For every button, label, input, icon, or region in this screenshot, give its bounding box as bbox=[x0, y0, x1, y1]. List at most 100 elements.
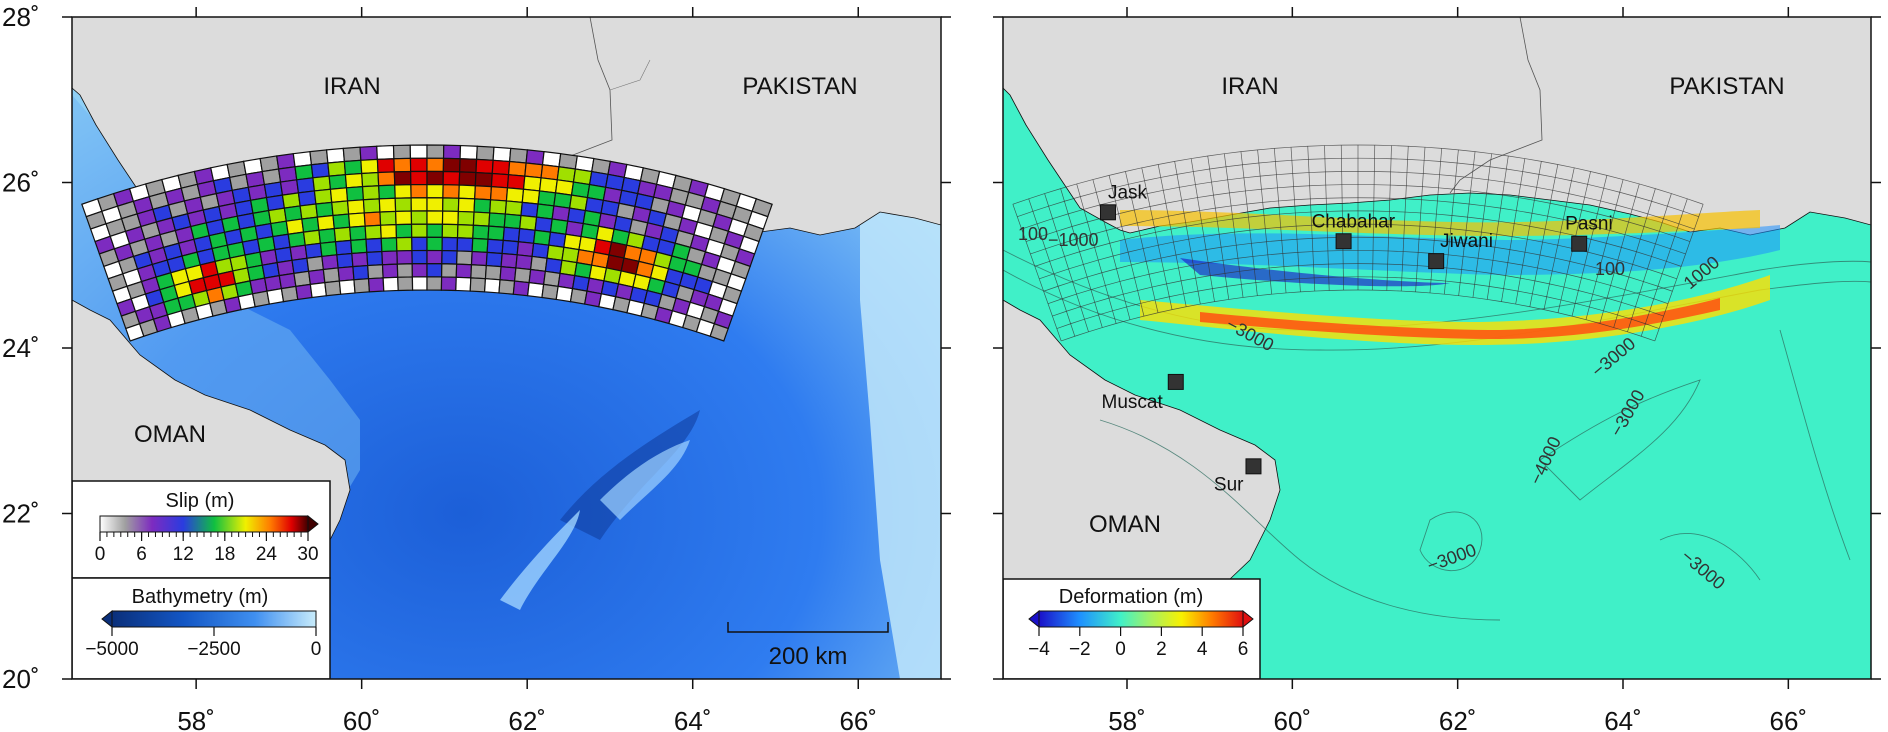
slip-cell bbox=[507, 160, 527, 177]
slip-cell bbox=[472, 224, 490, 240]
grid-line bbox=[1400, 146, 1409, 292]
grid-line bbox=[1141, 167, 1173, 310]
slip-cell bbox=[531, 242, 550, 259]
grid-line bbox=[1030, 197, 1686, 255]
grid-line bbox=[1257, 149, 1273, 295]
slip-cell bbox=[475, 145, 495, 161]
lon-tick-label: 66˚ bbox=[839, 706, 877, 732]
slip-cell bbox=[441, 236, 459, 252]
slip-cell bbox=[537, 190, 557, 207]
scale-bar: 200 km bbox=[727, 622, 889, 670]
slip-cell bbox=[362, 198, 381, 214]
city-label: Sur bbox=[1214, 474, 1244, 495]
grid-line bbox=[1640, 198, 1688, 337]
slip-cell bbox=[309, 149, 329, 166]
slip-cell bbox=[457, 210, 475, 226]
slip-cell bbox=[512, 280, 530, 297]
slip-cell bbox=[442, 197, 460, 213]
slip-cell bbox=[487, 225, 505, 242]
city-marker bbox=[1245, 458, 1262, 475]
slip-cell bbox=[492, 146, 512, 163]
slip-cell bbox=[397, 276, 414, 292]
slip-cell bbox=[528, 268, 547, 286]
grid-line bbox=[1125, 171, 1159, 313]
bathymetry-legend-ticks: −5000 −2500 0 bbox=[85, 627, 321, 660]
slip-cell bbox=[491, 159, 511, 176]
slip-cell bbox=[485, 251, 503, 268]
slip-cell bbox=[526, 281, 545, 299]
slip-cell bbox=[410, 223, 428, 239]
slip-cell bbox=[532, 229, 552, 246]
grid-line bbox=[1174, 161, 1201, 305]
seamount-highlight-1 bbox=[500, 510, 580, 610]
slip-cell bbox=[329, 187, 349, 204]
slip-cell bbox=[318, 227, 337, 244]
grid-line bbox=[1571, 175, 1608, 317]
slip-cell bbox=[709, 322, 729, 342]
slip-cell bbox=[367, 277, 385, 293]
grid-line bbox=[1372, 145, 1376, 291]
grid-line bbox=[1061, 289, 1655, 342]
slip-cell bbox=[316, 214, 335, 231]
slip-cell bbox=[441, 249, 458, 265]
slip-cell bbox=[393, 170, 412, 186]
slip-cell bbox=[470, 264, 487, 280]
slip-legend-title: Slip (m) bbox=[166, 490, 235, 512]
subsidence-core bbox=[1180, 258, 1450, 287]
contour-line bbox=[1099, 419, 1501, 621]
border-detail bbox=[609, 59, 651, 91]
slip-cell bbox=[410, 210, 428, 225]
slip-cell bbox=[365, 237, 383, 254]
slip-cell bbox=[535, 203, 555, 220]
slip-cell bbox=[306, 255, 325, 272]
left-map: IRAN PAKISTAN OMAN 200 km Slip (m) 0 6 12 1… bbox=[2, 2, 951, 732]
slip-legend-ticks: 0 6 12 18 24 30 bbox=[95, 532, 319, 565]
iran-pakistan-border-right bbox=[1449, 17, 1543, 194]
lon-tick-label: 62˚ bbox=[508, 706, 546, 732]
lat-tick-label: 20˚ bbox=[2, 664, 40, 694]
slip-cell bbox=[426, 197, 444, 212]
grid-line bbox=[1028, 198, 1076, 337]
slip-cell bbox=[455, 276, 472, 292]
subsidence-band bbox=[1120, 225, 1780, 275]
slip-cell bbox=[426, 157, 445, 173]
grid-line bbox=[1021, 171, 1695, 230]
slip-cell bbox=[381, 263, 399, 279]
grid-line bbox=[1386, 145, 1392, 291]
slip-cell bbox=[310, 162, 330, 179]
slip-cell bbox=[522, 175, 542, 192]
lon-tick-label: 62˚ bbox=[1439, 706, 1477, 732]
bathymetry-legend-title: Bathymetry (m) bbox=[132, 586, 269, 608]
shelf-east bbox=[860, 200, 941, 679]
slip-cell bbox=[393, 157, 412, 173]
slip-colorbar-arrow bbox=[307, 514, 319, 534]
grid-line bbox=[1307, 146, 1316, 292]
slip-cell bbox=[473, 198, 492, 214]
slip-cell bbox=[459, 158, 478, 174]
grid-line bbox=[1108, 175, 1145, 317]
slip-cell bbox=[322, 267, 341, 284]
legend-tick-label: 30 bbox=[297, 544, 318, 565]
legend-tick-label: 0 bbox=[1115, 639, 1126, 660]
slip-cell bbox=[295, 283, 313, 301]
legend-tick-label: −5000 bbox=[85, 639, 138, 660]
slip-cell bbox=[333, 226, 352, 243]
slip-cell bbox=[328, 174, 348, 190]
scale-bar-line bbox=[727, 622, 889, 633]
slip-cell bbox=[499, 265, 517, 282]
slip-cell bbox=[458, 171, 477, 187]
land-oman-right bbox=[1003, 299, 1281, 580]
grid-line bbox=[1076, 183, 1117, 324]
slip-cell bbox=[503, 213, 522, 230]
city-marker bbox=[1428, 253, 1445, 270]
left-map-body: IRAN PAKISTAN OMAN 200 km Slip (m) 0 6 12 1… bbox=[72, 17, 941, 679]
slip-cell bbox=[442, 144, 462, 160]
slip-cell bbox=[426, 144, 445, 159]
slip-cell bbox=[456, 223, 475, 240]
bathymetry-colorbar bbox=[111, 610, 317, 628]
slip-cell bbox=[441, 263, 458, 278]
grid-line bbox=[1034, 210, 1682, 267]
grid-line bbox=[1012, 144, 1704, 205]
slip-cell bbox=[426, 263, 443, 278]
